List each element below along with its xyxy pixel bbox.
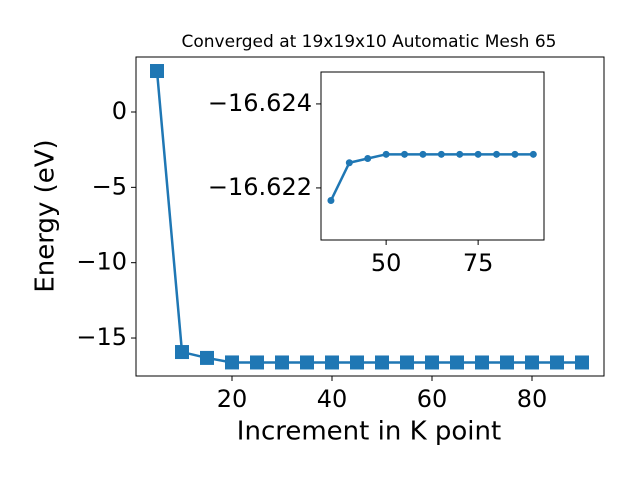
marker: [350, 355, 364, 370]
marker: [401, 150, 409, 158]
y-tick-label: −10: [76, 248, 127, 276]
x-tick-label: 50: [371, 249, 402, 277]
marker: [575, 355, 589, 370]
x-tick-label: 40: [317, 385, 348, 413]
plot-area: [320, 71, 545, 241]
y-tick-label: −5: [92, 172, 127, 200]
marker: [400, 355, 414, 370]
marker: [150, 64, 164, 79]
marker: [474, 150, 482, 158]
marker: [327, 197, 335, 205]
marker: [250, 355, 264, 370]
marker: [300, 355, 314, 370]
marker: [550, 355, 564, 370]
y-tick-label: 0: [112, 97, 127, 125]
marker: [200, 350, 214, 365]
marker: [382, 150, 390, 158]
marker: [525, 355, 539, 370]
marker: [450, 355, 464, 370]
marker: [419, 150, 427, 158]
x-axis-label: Increment in K point: [237, 417, 501, 447]
marker: [364, 155, 372, 163]
marker: [325, 355, 339, 370]
marker: [529, 150, 537, 158]
marker: [511, 150, 519, 158]
marker: [225, 355, 239, 370]
marker: [475, 355, 489, 370]
y-tick-label: −16.622: [208, 173, 312, 201]
y-tick-label: −15: [76, 323, 127, 351]
marker: [275, 355, 289, 370]
y-axis-label: Energy (eV): [31, 139, 61, 292]
chart-title: Converged at 19x19x10 Automatic Mesh 65: [182, 32, 557, 52]
marker: [425, 355, 439, 370]
x-tick-label: 80: [517, 385, 548, 413]
y-tick-label: −16.624: [208, 89, 312, 117]
marker: [437, 150, 445, 158]
marker: [500, 355, 514, 370]
x-tick-label: 60: [417, 385, 448, 413]
marker: [375, 355, 389, 370]
marker: [175, 345, 189, 360]
x-tick-label: 75: [463, 249, 494, 277]
marker: [345, 159, 353, 167]
x-tick-label: 20: [217, 385, 248, 413]
marker: [456, 150, 464, 158]
marker: [493, 150, 501, 158]
